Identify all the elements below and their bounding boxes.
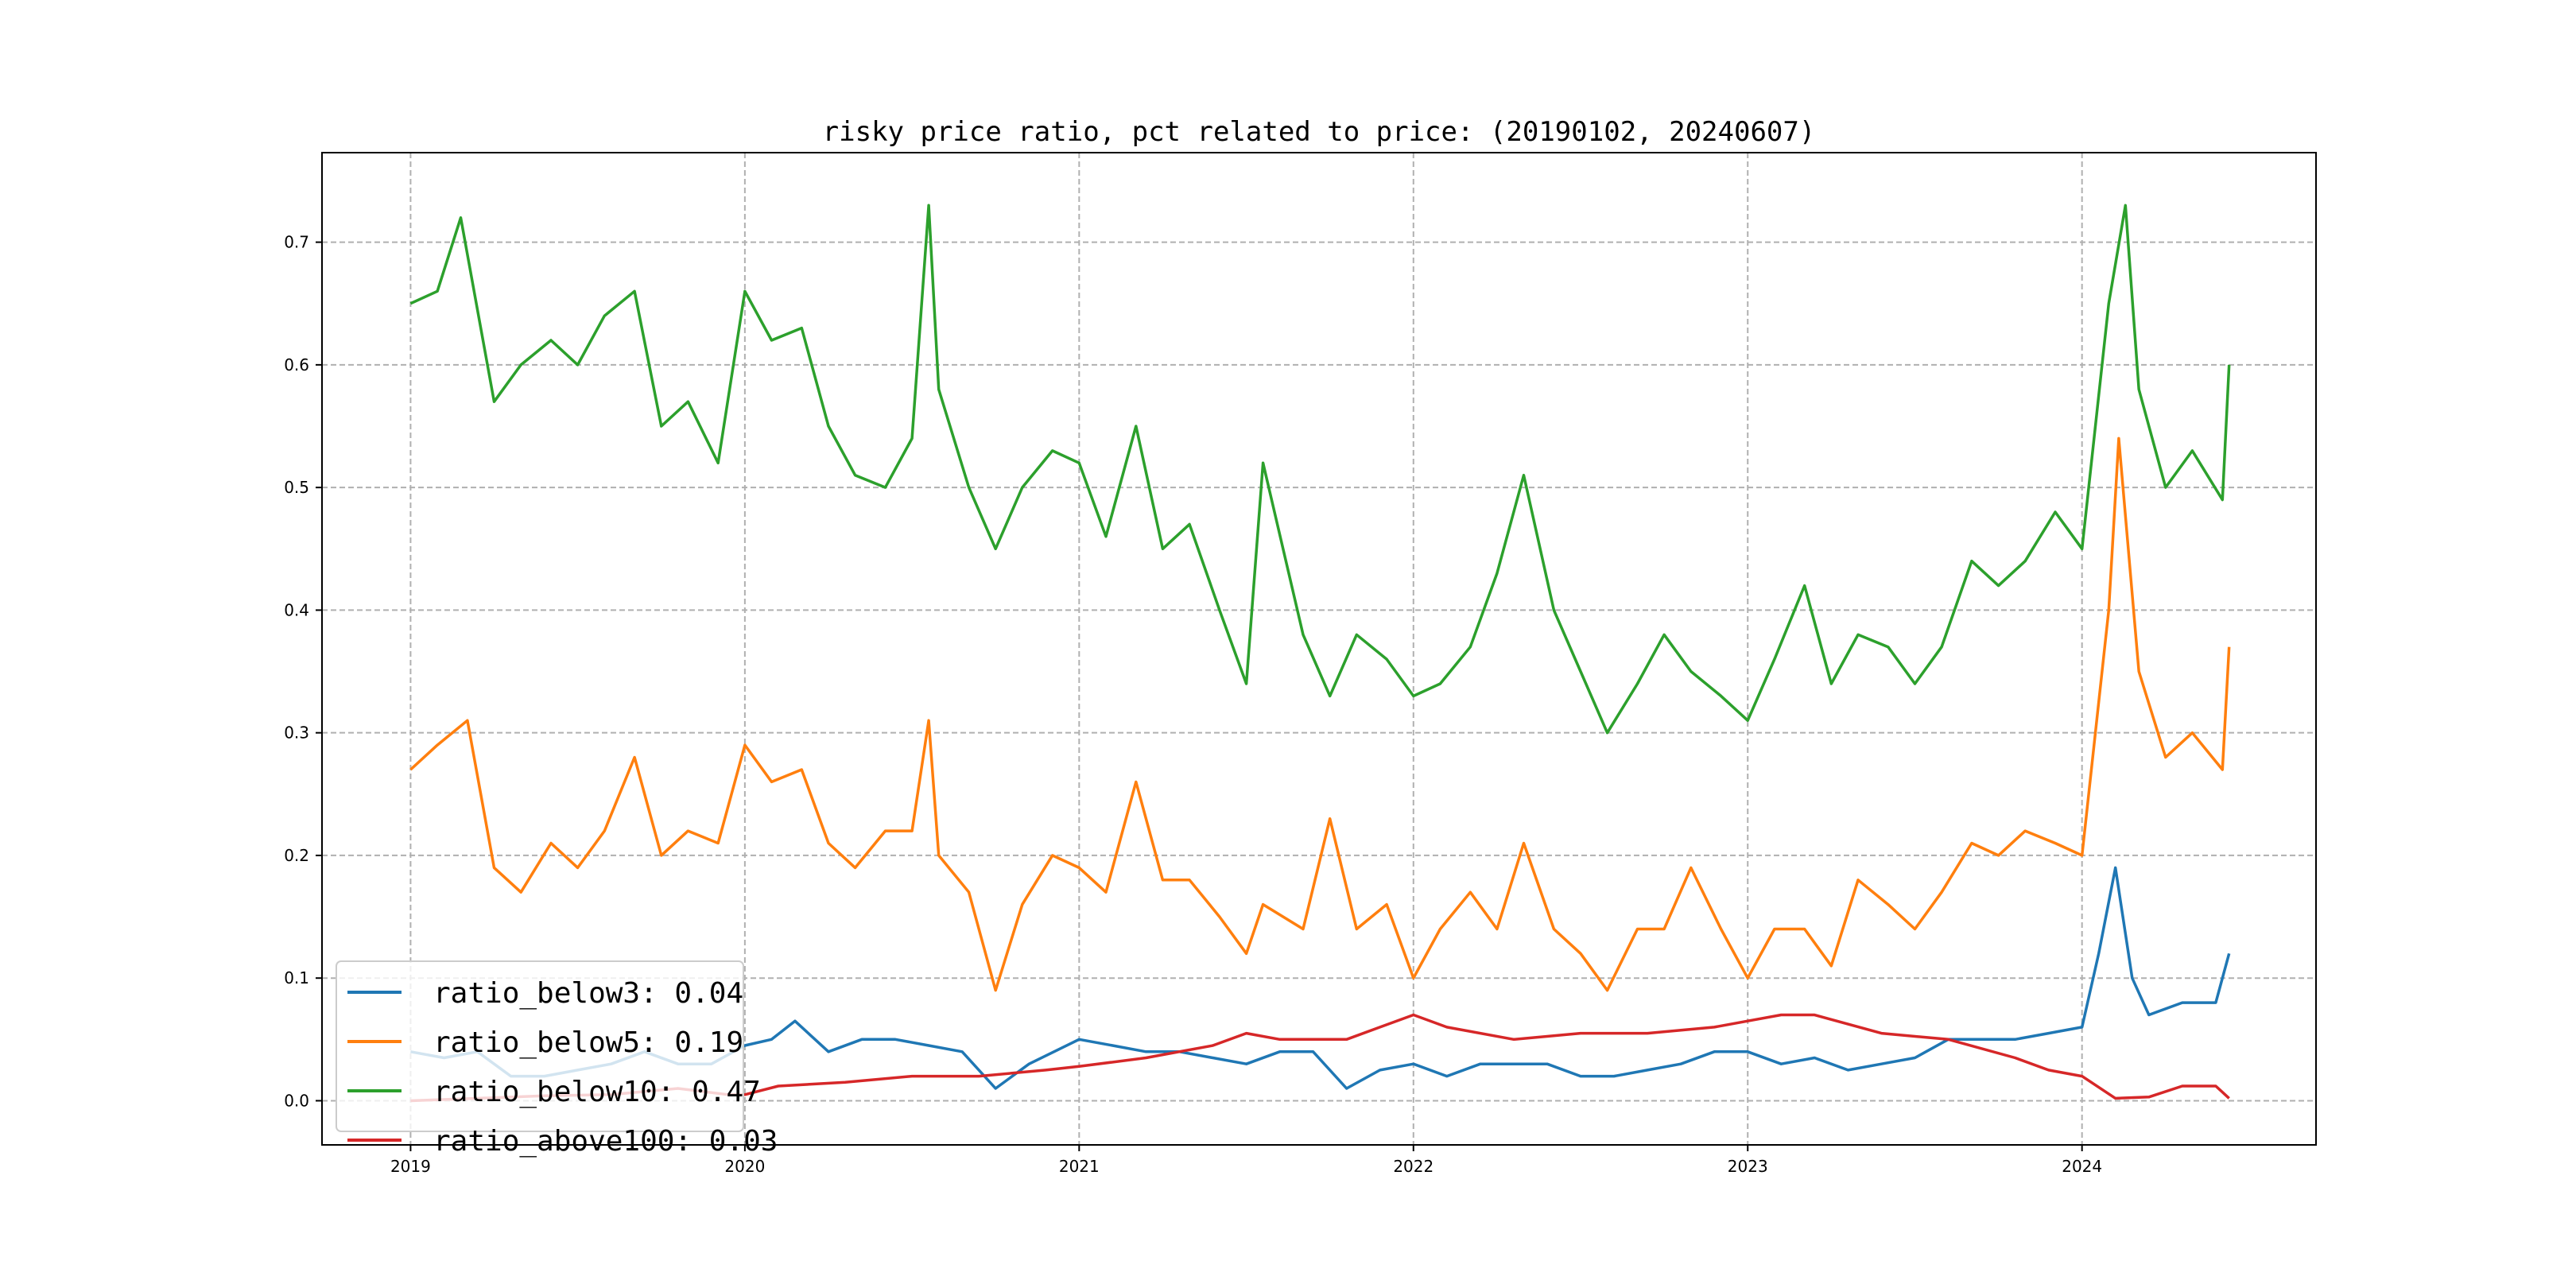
y-tick-label: 0.1 bbox=[284, 968, 309, 987]
y-tick-label: 0.3 bbox=[284, 724, 309, 743]
plot-frame bbox=[321, 152, 2317, 1146]
x-tick-label: 2024 bbox=[2062, 1157, 2102, 1176]
y-tick-label: 0.4 bbox=[284, 600, 309, 619]
x-tick-label: 2019 bbox=[390, 1157, 431, 1176]
series-line-ratio-below10 bbox=[409, 204, 2231, 735]
x-axis: 2019 2020 2021 2022 2023 2024 bbox=[390, 1145, 2102, 1176]
y-tick-label: 0.7 bbox=[284, 233, 309, 252]
legend-box bbox=[336, 960, 744, 1132]
y-axis: 0.0 0.1 0.2 0.3 0.4 0.5 0.6 0.7 bbox=[284, 233, 322, 1110]
x-tick-label: 2023 bbox=[1728, 1157, 1768, 1176]
legend: ratio_below3: 0.04 ratio_below5: 0.19 rati… bbox=[336, 960, 778, 1158]
legend-label-ratio-below5: ratio_below5: 0.19 bbox=[433, 1026, 743, 1059]
y-tick-label: 0.2 bbox=[284, 846, 309, 865]
legend-label-ratio-below3: ratio_below3: 0.04 bbox=[433, 977, 743, 1010]
chart-title: risky price ratio, pct related to price:… bbox=[823, 116, 1816, 148]
legend-label-ratio-below10: ratio_below10: 0.47 bbox=[433, 1076, 761, 1108]
y-tick-label: 0.0 bbox=[284, 1091, 309, 1110]
y-tick-label: 0.6 bbox=[284, 355, 309, 374]
x-tick-label: 2020 bbox=[724, 1157, 765, 1176]
x-tick-label: 2021 bbox=[1059, 1157, 1100, 1176]
x-tick-label: 2022 bbox=[1393, 1157, 1433, 1176]
legend-label-ratio-above100: ratio_above100: 0.03 bbox=[433, 1125, 778, 1158]
series-line-ratio-above100 bbox=[410, 1013, 2230, 1103]
y-tick-label: 0.5 bbox=[284, 478, 309, 497]
series-line-ratio-below5 bbox=[409, 436, 2231, 992]
